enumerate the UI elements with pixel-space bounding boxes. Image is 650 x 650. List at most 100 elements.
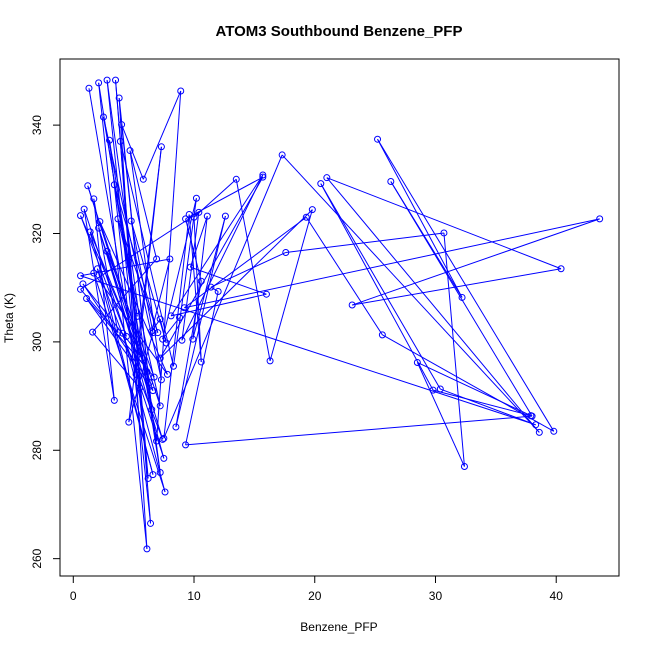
data-point bbox=[106, 136, 114, 144]
series-segment bbox=[326, 177, 562, 270]
data-point bbox=[125, 253, 133, 261]
data-point bbox=[143, 545, 151, 553]
data-point bbox=[114, 215, 122, 223]
series-segment bbox=[119, 141, 130, 258]
data-point bbox=[166, 255, 174, 263]
series-segment bbox=[417, 362, 532, 417]
data-point bbox=[167, 312, 175, 320]
series-segment bbox=[170, 174, 264, 317]
data-point bbox=[317, 180, 325, 188]
series-segment bbox=[377, 138, 555, 432]
data-point bbox=[207, 283, 215, 291]
data-point bbox=[186, 263, 194, 271]
data-point bbox=[148, 406, 156, 414]
data-point bbox=[232, 175, 240, 183]
series-segment bbox=[163, 154, 283, 439]
data-point bbox=[557, 265, 565, 273]
series-segment bbox=[175, 216, 226, 428]
series-segment bbox=[83, 209, 115, 401]
data-point bbox=[118, 121, 126, 129]
data-point bbox=[177, 87, 185, 95]
series-segment bbox=[390, 181, 533, 417]
data-point bbox=[413, 358, 421, 366]
series-segment bbox=[285, 232, 444, 253]
series-segment bbox=[113, 184, 159, 333]
data-point bbox=[149, 471, 157, 479]
series-segment bbox=[80, 275, 536, 426]
series-segment bbox=[128, 332, 154, 423]
data-point bbox=[436, 385, 444, 393]
data-point bbox=[278, 151, 286, 159]
data-point bbox=[172, 423, 180, 431]
series-layer bbox=[80, 80, 600, 549]
data-point bbox=[189, 335, 197, 343]
data-point bbox=[182, 215, 190, 223]
series-segment bbox=[117, 218, 159, 333]
series-segment bbox=[159, 209, 313, 359]
y-tick-label: 260 bbox=[30, 548, 44, 568]
data-point bbox=[374, 135, 382, 143]
series-segment bbox=[99, 221, 168, 375]
series-segment bbox=[184, 218, 600, 309]
data-point bbox=[133, 312, 141, 320]
data-point bbox=[182, 441, 190, 449]
series-segment bbox=[440, 388, 536, 426]
series-segment bbox=[159, 176, 264, 359]
data-point bbox=[378, 331, 386, 339]
series-segment bbox=[443, 232, 465, 467]
data-point bbox=[90, 269, 98, 277]
series-segment bbox=[82, 283, 143, 359]
data-point bbox=[112, 76, 120, 84]
series-segment bbox=[130, 220, 167, 344]
data-point bbox=[84, 182, 92, 190]
data-point bbox=[192, 194, 200, 202]
series-segment bbox=[320, 183, 441, 390]
series-segment bbox=[87, 185, 148, 372]
series-segment bbox=[190, 266, 267, 295]
data-point bbox=[160, 454, 168, 462]
chart-title: ATOM3 Southbound Benzene_PFP bbox=[216, 23, 463, 40]
data-point bbox=[387, 177, 395, 185]
data-point bbox=[180, 304, 188, 312]
data-point bbox=[259, 173, 267, 181]
data-point bbox=[95, 224, 103, 232]
data-point bbox=[323, 174, 331, 182]
data-point bbox=[114, 329, 122, 337]
data-point bbox=[85, 84, 93, 92]
x-axis-label: Benzene_PFP bbox=[300, 620, 377, 634]
series-segment bbox=[377, 138, 463, 298]
data-point bbox=[596, 215, 604, 223]
data-point bbox=[77, 272, 85, 280]
series-segment bbox=[80, 215, 143, 359]
data-point bbox=[162, 339, 170, 347]
data-point bbox=[460, 463, 468, 471]
data-point bbox=[103, 76, 111, 84]
data-point bbox=[86, 228, 94, 236]
series-segment bbox=[326, 177, 540, 433]
data-point bbox=[550, 427, 558, 435]
data-point bbox=[185, 211, 193, 219]
series-segment bbox=[122, 333, 166, 493]
series-segment bbox=[382, 334, 555, 432]
data-point bbox=[77, 285, 85, 293]
data-point bbox=[90, 195, 98, 203]
series-segment bbox=[181, 212, 200, 341]
data-point bbox=[89, 328, 97, 336]
data-point bbox=[99, 113, 107, 121]
data-point bbox=[214, 287, 222, 295]
data-point bbox=[116, 137, 124, 145]
series-segment bbox=[121, 124, 153, 410]
series-segment bbox=[235, 179, 271, 361]
data-point bbox=[458, 293, 466, 301]
series-segment bbox=[129, 150, 162, 380]
data-point bbox=[148, 327, 156, 335]
series-segment bbox=[80, 288, 119, 334]
x-tick-label: 40 bbox=[550, 589, 564, 603]
data-point bbox=[156, 315, 164, 323]
series-segment bbox=[184, 216, 307, 309]
x-tick-label: 30 bbox=[429, 589, 443, 603]
series-segment bbox=[192, 216, 226, 340]
data-point bbox=[149, 387, 157, 395]
data-point bbox=[221, 212, 229, 220]
data-point bbox=[156, 468, 164, 476]
